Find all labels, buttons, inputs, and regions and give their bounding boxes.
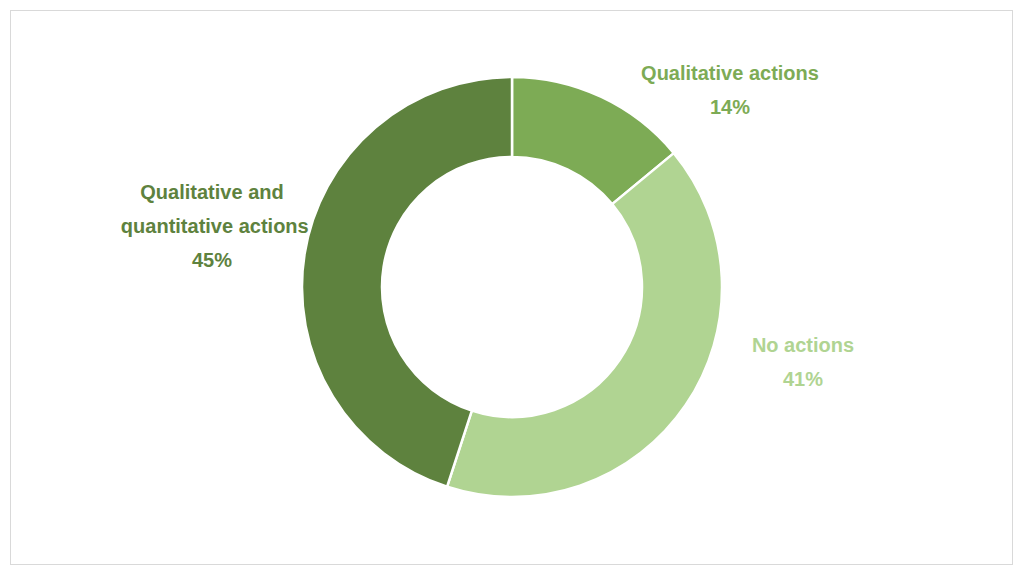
- category-label-line: Qualitative actions: [641, 62, 819, 84]
- category-label-line: quantitative actions: [115, 215, 308, 237]
- slice: [302, 77, 512, 487]
- category-label-line: No actions: [752, 334, 854, 356]
- value-label: 45%: [192, 249, 232, 271]
- value-label: 41%: [783, 368, 823, 390]
- category-label: No actions: [752, 334, 854, 356]
- category-label: Qualitative actions: [641, 62, 819, 84]
- category-label-line: Qualitative and: [140, 181, 283, 203]
- value-label: 14%: [710, 96, 750, 118]
- category-label: Qualitative and quantitative actions: [115, 181, 308, 237]
- chart-svg: Qualitative actions 14% No actions 41% Quali…: [0, 0, 1024, 575]
- labels: Qualitative actions 14% No actions 41% Quali…: [115, 62, 854, 390]
- chart-frame: [11, 11, 1013, 565]
- slice: [447, 153, 722, 497]
- slices: [302, 77, 722, 497]
